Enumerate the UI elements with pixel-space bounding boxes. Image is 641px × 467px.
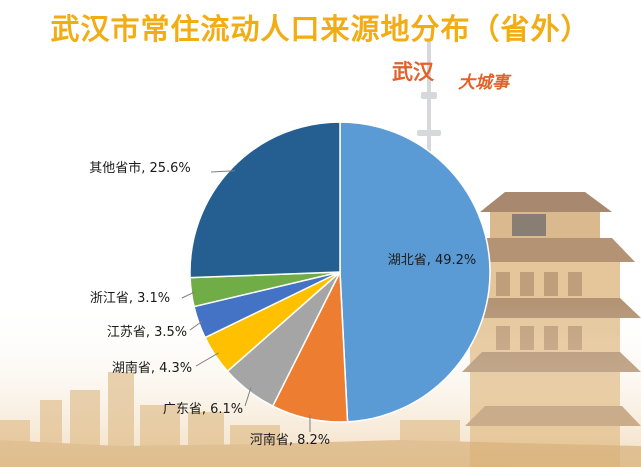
pie-slices [189, 121, 491, 423]
slice-label-6: 浙江省, 3.1% [90, 291, 170, 306]
brand-logo-subtitle: 大城事 [458, 73, 509, 93]
slice-label-3: 广东省, 6.1% [163, 402, 243, 417]
pie-slice-7 [189, 121, 341, 279]
slice-label-5: 江苏省, 3.5% [107, 324, 187, 340]
brand-logo: 武汉 [392, 59, 434, 84]
leader-line-7 [210, 170, 235, 173]
leader-line-4 [195, 352, 219, 367]
pie-slice-1 [339, 121, 491, 423]
slice-label-4: 湖南省, 4.3% [112, 360, 192, 376]
slice-labels: 湖北省, 49.2% 河南省, 8.2% 广东省, 6.1% 湖南省, 4.3% 江苏省… [89, 160, 476, 448]
chart-title: 武汉市常住流动人口来源地分布（省外） [50, 12, 591, 46]
leader-lines [181, 170, 311, 433]
slice-label-7: 其他省市, 25.6% [89, 160, 191, 176]
leader-line-3 [244, 387, 252, 407]
slice-label-2: 河南省, 8.2% [250, 432, 330, 448]
leader-line-5 [189, 320, 203, 331]
leader-line-6 [181, 291, 196, 299]
slice-label-1: 湖北省, 49.2% [388, 253, 477, 268]
